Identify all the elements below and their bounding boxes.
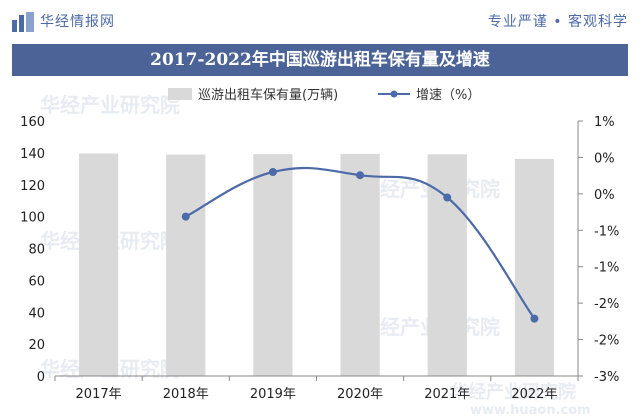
y-right-tick-label: -2% bbox=[594, 334, 619, 349]
growth-point bbox=[356, 171, 365, 180]
bar-series bbox=[78, 153, 555, 376]
brand-name: 华经情报网 bbox=[40, 14, 115, 30]
chart-title: 2017-2022年中国巡游出租车保有量及增速 bbox=[12, 44, 628, 76]
growth-point bbox=[268, 168, 277, 176]
y-right-tick-label: -1% bbox=[594, 261, 619, 276]
x-tick-label: 2017年 bbox=[76, 387, 122, 402]
line-series bbox=[181, 166, 539, 323]
y-left-tick-label: 80 bbox=[28, 243, 45, 258]
watermark-url: www.huaon.com bbox=[470, 403, 591, 418]
y-right-tick-label: 0% bbox=[594, 151, 615, 166]
tagline: 专业严谨 • 客观科学 bbox=[487, 14, 628, 30]
bar bbox=[340, 153, 380, 376]
logo-icon bbox=[12, 12, 34, 32]
growth-point bbox=[443, 193, 452, 202]
y-left-tick-label: 120 bbox=[20, 179, 45, 194]
bar bbox=[427, 154, 467, 376]
watermark-layer: 华经产业研究院 华经产业研究院 华经产业研究院 华经产业研究院 华经产业研究院 … bbox=[40, 93, 591, 418]
y-left-tick-label: 160 bbox=[20, 115, 45, 130]
legend-bar-label: 巡游出租车保有量(万辆) bbox=[198, 87, 338, 103]
y-left-tick-label: 60 bbox=[28, 274, 45, 289]
legend-bar-swatch bbox=[168, 88, 192, 100]
chart: 华经产业研究院 华经产业研究院 华经产业研究院 华经产业研究院 华经产业研究院 … bbox=[20, 87, 619, 418]
y-right-tick-label: -2% bbox=[594, 297, 619, 312]
x-tick-label: 2022年 bbox=[511, 387, 557, 402]
watermark-text: 华经产业研究院 bbox=[450, 381, 576, 403]
legend: 巡游出租车保有量(万辆) 增速（%） bbox=[168, 87, 480, 103]
x-tick-label: 2019年 bbox=[250, 387, 296, 402]
header-bar: 华经情报网 专业严谨 • 客观科学 bbox=[0, 0, 640, 44]
x-tick-label: 2021年 bbox=[424, 387, 470, 402]
x-tick-label: 2020年 bbox=[337, 387, 383, 402]
bar bbox=[166, 154, 206, 376]
legend-line-marker bbox=[390, 90, 398, 98]
growth-point bbox=[530, 314, 539, 323]
y-right-tick-label: 1% bbox=[594, 115, 615, 130]
y-right-tick-label: -1% bbox=[594, 224, 619, 239]
y-left-tick-label: 20 bbox=[28, 338, 45, 353]
y-left-tick-label: 40 bbox=[28, 306, 45, 321]
growth-point bbox=[181, 212, 190, 221]
bar bbox=[514, 158, 555, 376]
legend-line-label: 增速（%） bbox=[416, 88, 480, 103]
x-tick-label: 2018年 bbox=[163, 387, 209, 402]
axes: 2017年 2018年 2019年 2020年 2021年 2022年 0 20 40 60 80 1… bbox=[20, 115, 619, 402]
bar bbox=[253, 154, 293, 376]
y-left-tick-label: 140 bbox=[20, 147, 45, 162]
y-left-tick-label: 100 bbox=[20, 211, 45, 226]
growth-line bbox=[185, 166, 536, 320]
bar bbox=[78, 153, 119, 376]
y-right-tick-label: -3% bbox=[594, 370, 619, 385]
y-left-tick-label: 0 bbox=[37, 370, 45, 385]
y-right-tick-label: 0% bbox=[594, 188, 615, 203]
watermark-text: 华经产业研究院 bbox=[40, 93, 180, 117]
